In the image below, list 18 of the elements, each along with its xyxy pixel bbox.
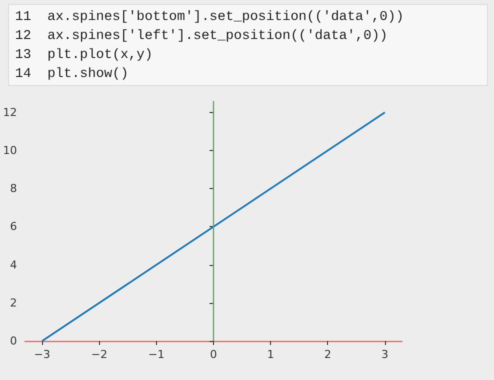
y-tick-label: 6: [10, 220, 17, 234]
x-tick-label: −3: [34, 348, 50, 361]
x-tick-label: 2: [324, 348, 332, 361]
x-tick-label: −2: [91, 348, 108, 361]
y-tick-label: 12: [2, 106, 17, 119]
y-tick-label: 4: [10, 258, 17, 272]
text: 11 ax.spines['bottom'].set_position(('data',0)): [15, 9, 405, 27]
text: 14 plt.show(): [15, 66, 130, 84]
y-tick-label: 8: [10, 182, 17, 196]
text: 13 plt.plot(x,y): [15, 47, 154, 65]
x-tick-label: 1: [267, 348, 274, 361]
y-tick-label: 10: [2, 144, 17, 158]
text: 12 ax.spines['left'].set_position(('data',0)): [15, 28, 389, 46]
y-tick-label: 2: [10, 296, 17, 310]
y-tick-label: 0: [10, 334, 17, 348]
x-tick-label: 0: [210, 348, 217, 361]
x-tick-label: −1: [148, 348, 164, 361]
x-tick-label: 3: [381, 348, 388, 361]
